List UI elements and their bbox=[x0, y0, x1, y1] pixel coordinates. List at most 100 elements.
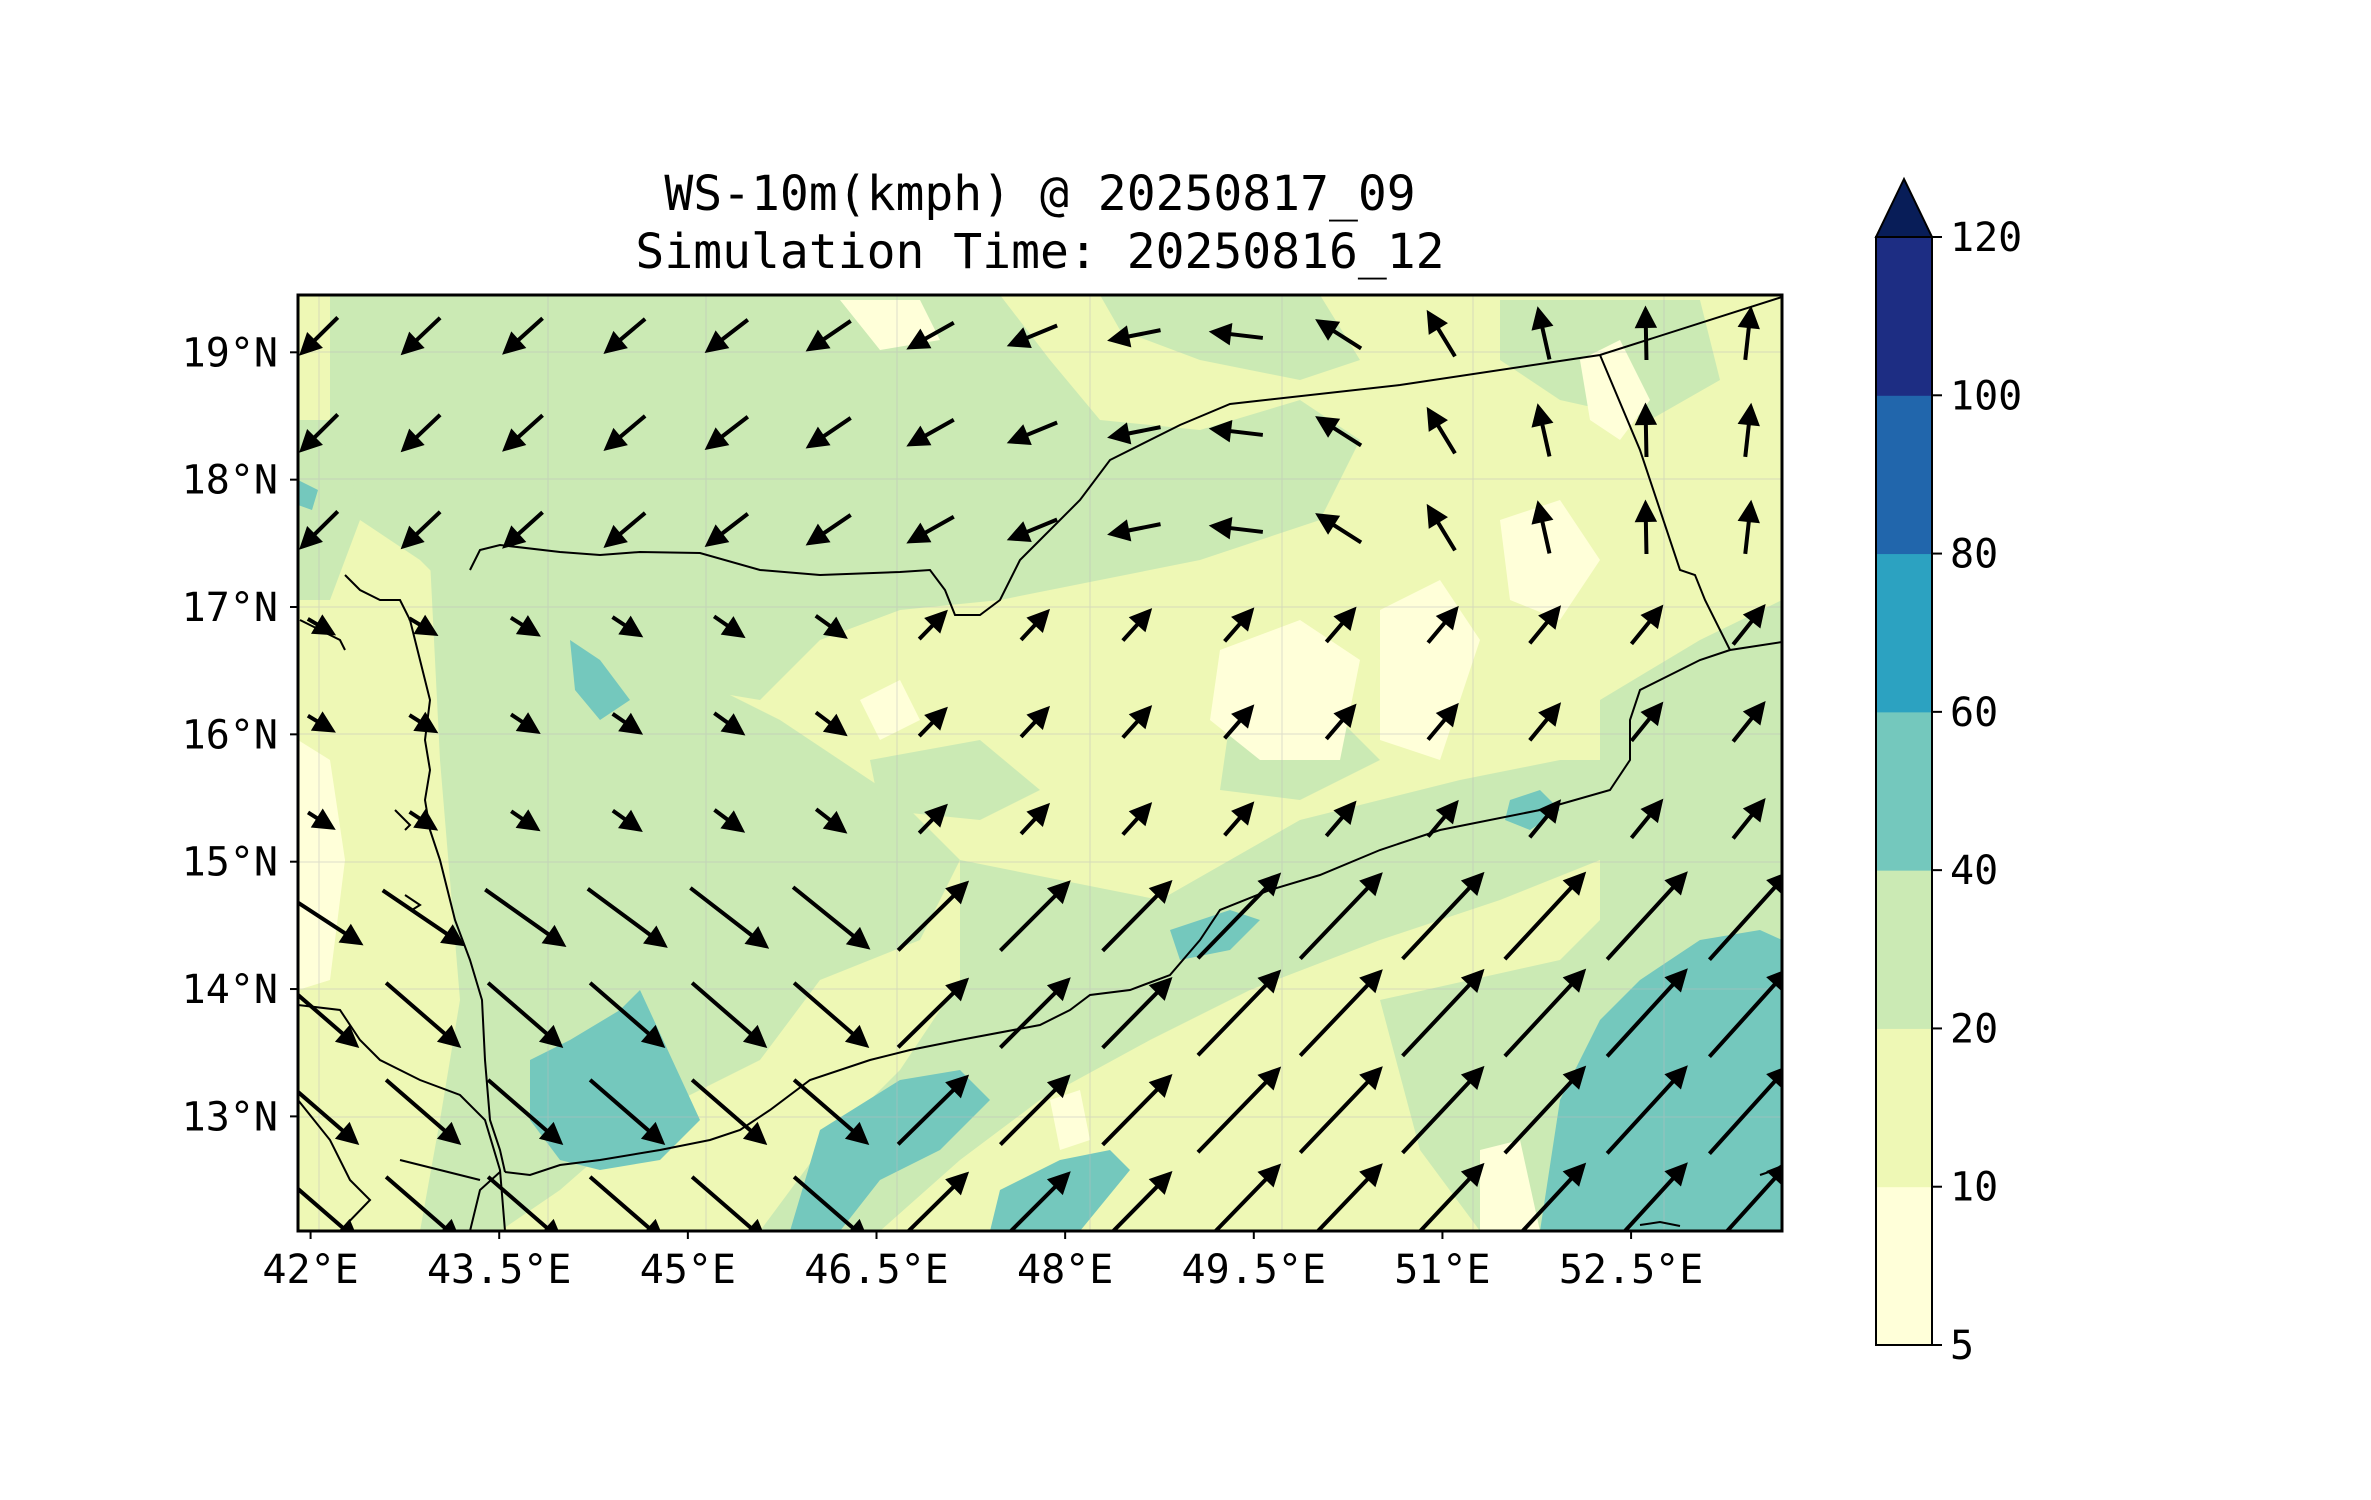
colorbar-label: 40 bbox=[1950, 848, 1998, 894]
wind-arrow bbox=[1196, 872, 1282, 960]
wind-arrow bbox=[1008, 1171, 1071, 1231]
wind-arrow bbox=[896, 880, 970, 952]
colorbar-segment bbox=[1876, 1186, 1932, 1346]
wind-arrow bbox=[1707, 1067, 1782, 1156]
wind-arrow bbox=[603, 317, 647, 354]
wind-arrow bbox=[1315, 1163, 1383, 1231]
wind-arrow bbox=[1019, 608, 1050, 642]
wind-arrow bbox=[1107, 325, 1161, 348]
wind-arrow bbox=[792, 1078, 870, 1146]
wind-arrow bbox=[1531, 500, 1554, 554]
wind-arrow bbox=[1634, 499, 1658, 555]
wind-arrow bbox=[814, 710, 848, 737]
wind-arrow bbox=[1324, 703, 1357, 741]
map-frame bbox=[296, 293, 1784, 1233]
wind-arrow bbox=[486, 1078, 564, 1146]
wind-vectors bbox=[298, 305, 1782, 1231]
wind-arrow bbox=[1519, 1162, 1587, 1231]
wind-arrow bbox=[1426, 702, 1459, 741]
wind-arrow bbox=[1426, 605, 1459, 644]
wind-arrow bbox=[1401, 1065, 1485, 1155]
wind-arrow bbox=[1629, 604, 1664, 646]
wind-arrow bbox=[690, 981, 768, 1049]
wind-arrow bbox=[792, 981, 870, 1049]
wind-arrow bbox=[1426, 503, 1457, 552]
lon-tick-label: 48°E bbox=[1017, 1247, 1113, 1293]
wind-arrow bbox=[1737, 402, 1760, 458]
wind-arrow bbox=[381, 888, 465, 947]
wind-arrow bbox=[408, 808, 439, 831]
wind-arrow bbox=[998, 977, 1071, 1049]
wind-arrow bbox=[1208, 517, 1264, 540]
wind-arrow bbox=[1707, 970, 1782, 1059]
lon-tick-label: 43.5°E bbox=[427, 1247, 572, 1293]
wind-arrow bbox=[1019, 705, 1050, 739]
wind-arrow bbox=[1223, 704, 1255, 740]
wind-arrow bbox=[1208, 323, 1264, 346]
wind-arrow bbox=[1298, 1066, 1383, 1154]
wind-arrow bbox=[1503, 871, 1587, 961]
colorbar-segment bbox=[1876, 395, 1932, 555]
wind-arrow bbox=[299, 315, 340, 356]
country-borders bbox=[298, 296, 1782, 1231]
wind-arrow bbox=[713, 808, 746, 833]
wind-arrow bbox=[1196, 1066, 1282, 1154]
wind-arrow bbox=[408, 614, 439, 637]
wind-arrow bbox=[1605, 968, 1688, 1058]
wind-arrow bbox=[690, 1078, 768, 1146]
wind-arrow bbox=[1101, 976, 1173, 1050]
lon-tick-label: 51°E bbox=[1394, 1247, 1490, 1293]
lon-tick-label: 49.5°E bbox=[1182, 1247, 1327, 1293]
wind-arrow bbox=[917, 803, 948, 835]
colorbar-label: 10 bbox=[1950, 1165, 1998, 1211]
wind-arrow bbox=[704, 415, 750, 450]
wind-arrow bbox=[408, 711, 439, 734]
wind-arrow bbox=[384, 1078, 462, 1146]
wind-arrow bbox=[603, 414, 647, 451]
wind-arrow bbox=[917, 706, 948, 738]
wind-arrow bbox=[1101, 879, 1173, 953]
wind-arrow bbox=[1107, 422, 1161, 445]
colorbar-segment bbox=[1876, 237, 1932, 396]
wind-arrow bbox=[998, 880, 1071, 952]
wind-arrow bbox=[704, 512, 750, 547]
colorbar-label: 20 bbox=[1950, 1006, 1998, 1052]
wind-arrow bbox=[400, 510, 442, 550]
wind-arrow bbox=[400, 413, 442, 453]
wind-arrow bbox=[1634, 305, 1658, 361]
wind-arrow bbox=[502, 510, 544, 549]
wind-arrow bbox=[805, 319, 852, 352]
wind-arrow bbox=[905, 1171, 970, 1231]
wind-arrow bbox=[1121, 608, 1153, 642]
colorbar-label: 120 bbox=[1950, 215, 2022, 261]
wind-arrow bbox=[299, 509, 340, 550]
lat-tick-label: 14°N bbox=[182, 967, 278, 1013]
wind-speed-40-60-regions bbox=[298, 480, 1782, 1231]
wind-arrow bbox=[1401, 871, 1485, 961]
wind-arrow bbox=[1298, 969, 1383, 1057]
wind-arrow bbox=[1531, 403, 1554, 457]
colorbar-segment bbox=[1876, 553, 1932, 713]
wind-arrow bbox=[1531, 306, 1554, 360]
wind-arrow bbox=[1622, 1162, 1688, 1231]
wind-arrow bbox=[1107, 519, 1161, 542]
wind-arrow bbox=[906, 417, 955, 447]
wind-arrow bbox=[611, 615, 644, 638]
longitude-ticks: 42°E 43.5°E 45°E 46.5°E 48°E 49.5°E 51°E 52.5°E bbox=[262, 1231, 1703, 1293]
wind-arrow bbox=[298, 900, 364, 946]
wind-arrow bbox=[1006, 323, 1058, 349]
colorbar-extend-arrow bbox=[1874, 176, 1934, 238]
wind-arrow bbox=[1707, 873, 1782, 961]
colorbar-segment bbox=[1876, 711, 1932, 871]
wind-arrow bbox=[1212, 1163, 1282, 1231]
colorbar-frame bbox=[1875, 236, 1933, 1346]
wind-arrow bbox=[1724, 1164, 1782, 1231]
colorbar-segment bbox=[1876, 870, 1932, 1029]
wind-arrow bbox=[713, 711, 746, 736]
wind-arrow bbox=[1121, 705, 1153, 739]
wind-arrow bbox=[484, 887, 567, 948]
wind-arrow bbox=[906, 514, 955, 544]
wind-arrow bbox=[1324, 606, 1357, 644]
wind-arrow bbox=[1208, 420, 1264, 443]
lon-tick-label: 46.5°E bbox=[804, 1247, 949, 1293]
